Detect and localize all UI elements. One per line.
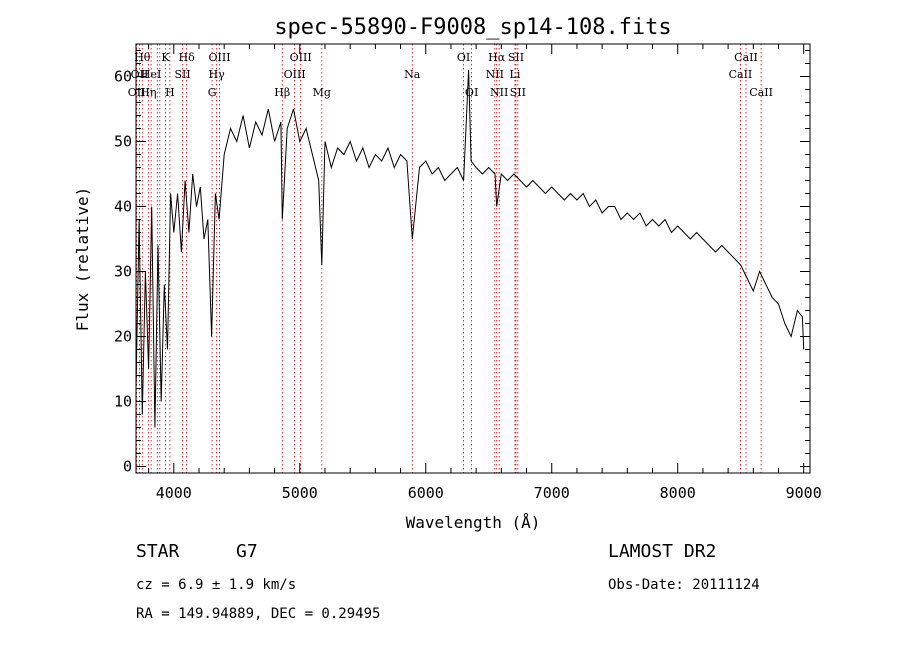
spectral-line-label: CaII (734, 51, 758, 64)
spectral-line-label: OI (465, 86, 478, 99)
y-tick-label: 10 (114, 393, 132, 411)
chart-title: spec-55890-F9008_sp14-108.fits (274, 15, 671, 40)
y-tick-label: 50 (114, 133, 132, 151)
spectral-line-label: Hθ (134, 51, 151, 64)
observation-date: Obs-Date: 20111124 (608, 577, 760, 593)
spectral-line-label: Li (510, 68, 521, 81)
spectral-line-label: G (208, 86, 217, 99)
x-tick-label: 8000 (660, 484, 696, 502)
axis-ticks: 4000 5000 6000 7000 8000 9000 0 10 20 30 40 50 60 (114, 44, 822, 502)
x-tick-label: 5000 (282, 484, 318, 502)
object-subclass: G7 (236, 541, 258, 562)
spectral-line-label: Hη (140, 86, 156, 99)
x-tick-label: 4000 (156, 484, 192, 502)
y-axis-label: Flux (relative) (73, 187, 92, 332)
x-tick-label: 6000 (408, 484, 444, 502)
spectral-line-label: Hδ (179, 51, 196, 64)
y-tick-label: 60 (114, 68, 132, 86)
spectral-line-label: CaII (749, 86, 773, 99)
series-layer (135, 69, 805, 428)
spectral-line-label: Na (404, 68, 421, 81)
spectral-line-label: SII (510, 86, 526, 99)
spectral-line-label: OI (457, 51, 470, 64)
survey-name: LAMOST DR2 (608, 541, 717, 562)
spectral-line-label: NII (490, 86, 508, 99)
ra-dec: RA = 149.94889, DEC = 0.29495 (136, 606, 381, 622)
x-tick-label: 9000 (786, 484, 822, 502)
spectral-line-label: SII (174, 68, 190, 81)
y-tick-label: 30 (114, 263, 132, 281)
spectral-line-label: Mg (313, 86, 331, 99)
spectral-line-label: Hα (488, 51, 506, 64)
y-tick-label: 0 (123, 458, 132, 476)
plot-frame (135, 43, 811, 474)
spectral-line-label: OIII (290, 51, 312, 64)
x-tick-label: 7000 (534, 484, 570, 502)
spectral-line-label: Hβ (274, 86, 290, 99)
spectral-line-label: OII (131, 68, 149, 81)
object-class: STAR (136, 541, 180, 562)
spectral-line-label: Hγ (209, 68, 226, 81)
spectral-line-label: HeI (141, 68, 161, 81)
spectral-line-label: K (161, 51, 170, 64)
y-tick-label: 40 (114, 198, 132, 216)
spectral-line-label: OII (128, 86, 146, 99)
spectral-line-label: OIII (284, 68, 306, 81)
spectral-line-label: CaII (729, 68, 753, 81)
flux-series-line (135, 69, 805, 428)
spectral-line-label: OIII (208, 51, 230, 64)
spectral-line-label: NII (486, 68, 504, 81)
spectral-line-label: SII (508, 51, 524, 64)
spectral-line-label: H (165, 86, 175, 99)
redshift-cz: cz = 6.9 ± 1.9 km/s (136, 577, 297, 593)
x-axis-label: Wavelength (Å) (406, 513, 541, 532)
y-tick-label: 20 (114, 328, 132, 346)
spectrum-chart: spec-55890-F9008_sp14-108.fits OII OII Hθ H… (73, 15, 822, 532)
